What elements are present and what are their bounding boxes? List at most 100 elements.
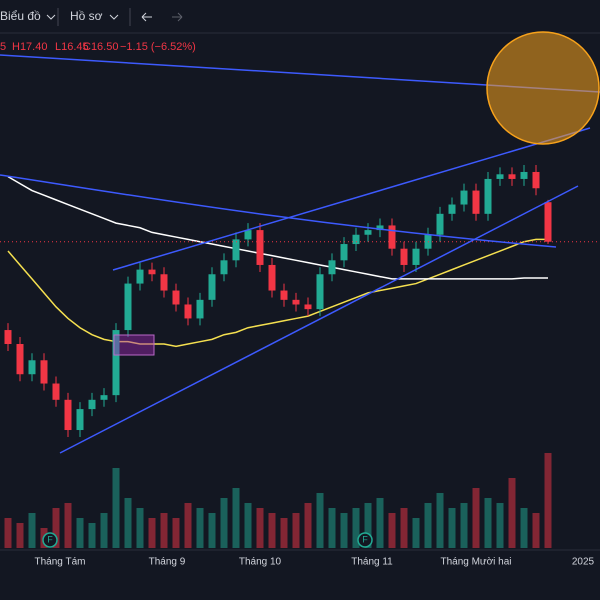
x-tick-label: 2025 [572, 557, 595, 568]
highlight-circle [486, 31, 600, 145]
volume-bar [352, 508, 360, 548]
candle-body [460, 190, 468, 205]
undo-button[interactable] [141, 12, 152, 22]
candle-body [520, 171, 528, 179]
volume-bar [544, 453, 552, 548]
candle-body [28, 360, 36, 375]
x-tick-label: Tháng 10 [239, 557, 282, 568]
event-marker-label: F [47, 534, 53, 544]
volume-bar [184, 503, 192, 548]
candle-body [400, 248, 408, 265]
candle-body [112, 330, 120, 396]
volume-bar [148, 518, 156, 548]
x-tick-label: Tháng Mười hai [440, 557, 511, 568]
volume-bar [268, 513, 276, 548]
candle-body [4, 330, 12, 345]
candle-body [148, 269, 156, 275]
volume-bar [256, 508, 264, 548]
volume-bar [508, 478, 516, 548]
volume-bar [136, 508, 144, 548]
x-tick-label: Tháng 9 [149, 557, 186, 568]
channel-line [112, 127, 591, 271]
candle-body [16, 344, 24, 375]
volume-bar [64, 503, 72, 548]
candle-body [136, 269, 144, 284]
moving-average [7, 238, 548, 348]
volume-bar [196, 508, 204, 548]
volume-bar [412, 518, 420, 548]
candle-body [352, 234, 360, 245]
volume-bar [292, 513, 300, 548]
candle-body [232, 239, 240, 261]
volume-bar [100, 513, 108, 548]
volume-bar [436, 493, 444, 548]
candle-body [280, 290, 288, 300]
volume-bar [160, 513, 168, 548]
volume-bar [316, 493, 324, 548]
event-marker [357, 532, 373, 548]
moving-average [7, 175, 548, 280]
candle-body [184, 304, 192, 319]
candle-body [160, 274, 168, 291]
candle-body [436, 213, 444, 235]
volume-bar [220, 498, 228, 548]
candle-body [172, 290, 180, 305]
volume-bar [400, 508, 408, 548]
chart-menu[interactable]: Biểu đồ [0, 9, 41, 23]
candle-body [544, 202, 552, 242]
ohlc-change: −1.15 (−6.52%) [120, 41, 196, 53]
volume-bar [280, 518, 288, 548]
candle-body [328, 260, 336, 275]
volume-bar [340, 513, 348, 548]
profile-menu[interactable]: Hồ sơ [70, 9, 103, 23]
ohlc-low: L16.45 [55, 41, 89, 53]
volume-bar [520, 508, 528, 548]
redo-button[interactable] [172, 12, 183, 22]
ohlc-close: C16.50 [83, 41, 118, 53]
volume-bar [16, 523, 24, 548]
volume-bar [76, 518, 84, 548]
volume-bar [484, 498, 492, 548]
volume-bar [448, 508, 456, 548]
event-marker-label: F [362, 534, 368, 544]
dropdown-icon [109, 14, 119, 20]
trend-line [0, 174, 557, 248]
channel-line [59, 185, 579, 454]
volume-bar [208, 513, 216, 548]
volume-bar [232, 488, 240, 548]
candle-body [532, 171, 540, 189]
volume-bar [304, 503, 312, 548]
candle-body [256, 230, 264, 265]
volume-bar [472, 488, 480, 548]
volume-bar [388, 513, 396, 548]
volume-bar [376, 498, 384, 548]
volume-bar [28, 513, 36, 548]
volume-bar [424, 503, 432, 548]
volume-bar [460, 503, 468, 548]
candle-body [472, 190, 480, 214]
candle-body [388, 225, 396, 249]
volume-bar [532, 513, 540, 548]
candle-body [52, 383, 60, 400]
volume-bar [328, 508, 336, 548]
candle-body [364, 230, 372, 235]
x-tick-label: Tháng 11 [351, 557, 393, 568]
candle-body [376, 225, 384, 231]
candle-body [496, 174, 504, 179]
candle-body [508, 174, 516, 179]
candle-body [448, 204, 456, 214]
volume-bar [244, 503, 252, 548]
volume-bar [112, 468, 120, 548]
candle-body [208, 274, 216, 300]
highlight-box [113, 334, 155, 356]
candle-body [316, 274, 324, 310]
dropdown-icon [46, 14, 56, 20]
candle-body [220, 260, 228, 275]
candle-body [268, 264, 276, 291]
candle-body [76, 409, 84, 431]
candle-body [64, 399, 72, 431]
event-marker [42, 532, 58, 548]
volume-bar [364, 503, 372, 548]
